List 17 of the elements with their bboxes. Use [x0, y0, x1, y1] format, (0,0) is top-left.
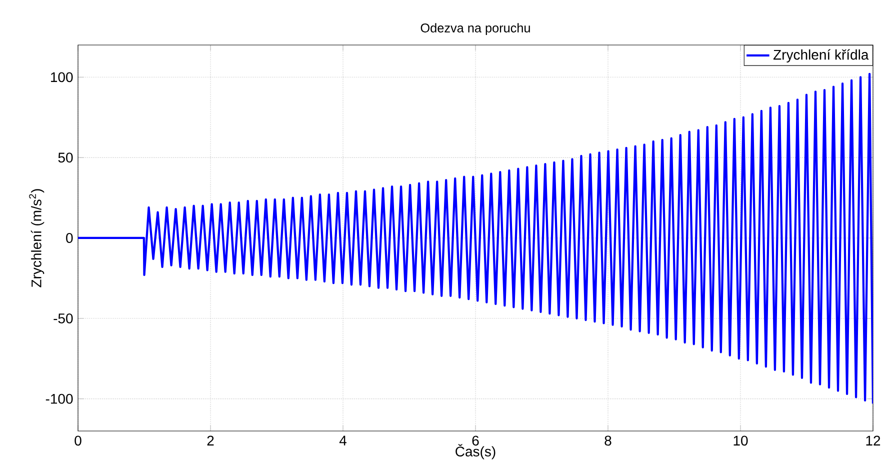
y-tick-label: 50 [58, 152, 73, 163]
x-axis-title: Čas(s) [456, 444, 496, 460]
line-series [78, 72, 873, 405]
x-tick-label: 10 [734, 436, 748, 446]
x-tick-label: 4 [339, 436, 346, 446]
legend-label: Zrychlení křídla [773, 49, 869, 62]
x-tick-label: 8 [604, 436, 612, 446]
y-tick-label: -50 [54, 313, 73, 324]
x-tick-label: 2 [207, 436, 214, 446]
y-tick-label: -100 [46, 394, 73, 404]
y-tick-label: 100 [51, 72, 73, 82]
x-tick-label: 12 [866, 436, 880, 446]
chart-title: Odezva na poruchu [420, 23, 530, 35]
y-axis-title: Zrychlení (m/s$^{2}$) [29, 189, 44, 288]
x-tick-label: 0 [74, 436, 82, 446]
x-tick-label: 6 [472, 436, 479, 446]
y-tick-label: 0 [66, 233, 73, 243]
